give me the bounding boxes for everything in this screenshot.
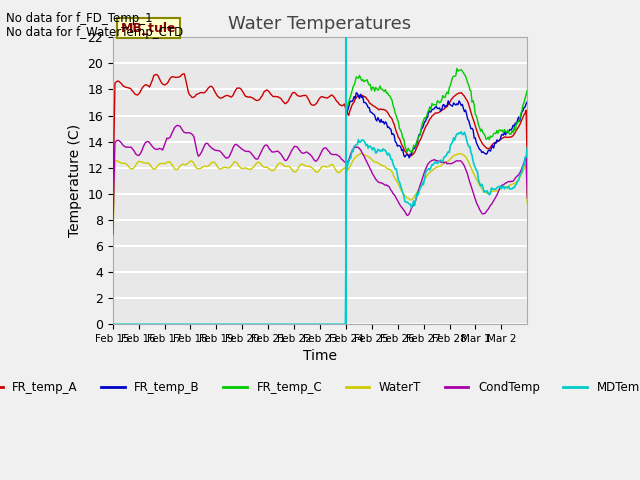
Text: No data for f_WaterTemp_CTD: No data for f_WaterTemp_CTD xyxy=(6,26,184,39)
X-axis label: Time: Time xyxy=(303,349,337,363)
Text: MB_tule: MB_tule xyxy=(121,22,177,35)
Text: No data for f_FD_Temp_1: No data for f_FD_Temp_1 xyxy=(6,12,153,25)
Legend: FR_temp_A, FR_temp_B, FR_temp_C, WaterT, CondTemp, MDTemp_A: FR_temp_A, FR_temp_B, FR_temp_C, WaterT,… xyxy=(0,376,640,398)
Y-axis label: Temperature (C): Temperature (C) xyxy=(68,124,82,237)
Title: Water Temperatures: Water Temperatures xyxy=(228,15,412,33)
